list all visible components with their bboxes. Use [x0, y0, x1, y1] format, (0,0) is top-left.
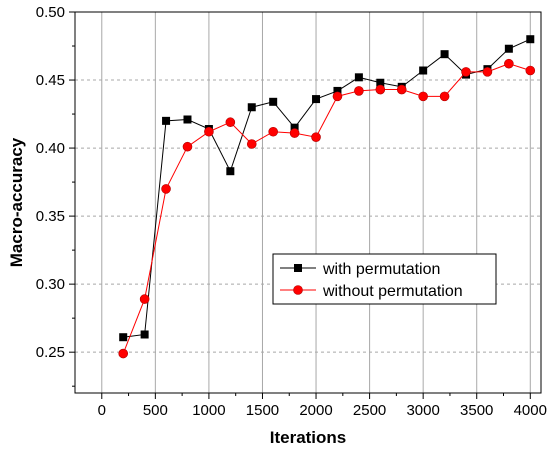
legend-entry: with permutation	[280, 261, 440, 278]
y-tick-label: 0.25	[36, 344, 65, 361]
x-axis-label: Iterations	[270, 428, 347, 447]
data-point	[504, 44, 513, 53]
data-point	[504, 58, 514, 69]
data-point	[247, 103, 256, 112]
data-point	[376, 78, 385, 87]
x-tick-label: 3000	[406, 402, 439, 419]
data-point	[182, 141, 193, 152]
data-point	[332, 91, 343, 102]
data-point	[204, 126, 214, 137]
data-point	[461, 67, 471, 77]
y-tick-label: 0.35	[36, 208, 65, 225]
x-tick-label: 3500	[460, 402, 493, 419]
ticks: 0 500 1000 1500 2000 2500 3000 3500 4000 0.25 0.30…	[36, 4, 547, 419]
data-point	[396, 84, 407, 95]
data-point	[525, 65, 536, 76]
x-tick-label: 500	[143, 402, 168, 419]
y-axis-label: Macro-accuracy	[7, 137, 26, 267]
data-point	[311, 132, 321, 142]
plot-frame	[74, 11, 542, 394]
legend-marker	[293, 285, 303, 295]
x-tick-label: 2500	[353, 402, 386, 419]
data-point	[140, 330, 149, 339]
y-tick-label: 0.45	[36, 72, 65, 89]
data-point	[354, 86, 364, 96]
data-point	[419, 66, 428, 75]
data-point	[246, 139, 257, 149]
data-point	[290, 123, 299, 132]
data-point	[119, 333, 128, 342]
data-point	[418, 91, 428, 102]
data-point	[482, 67, 493, 77]
legend: with permutation without permutation	[272, 253, 497, 305]
data-point	[118, 348, 129, 359]
data-point	[162, 116, 171, 125]
data-point	[439, 91, 450, 102]
data-point	[161, 184, 171, 194]
x-tick-label: 1500	[246, 402, 279, 419]
legend-box	[272, 253, 497, 305]
x-tick-label: 4000	[514, 402, 547, 419]
data-point	[183, 115, 192, 124]
series-layer	[118, 35, 536, 359]
data-point	[269, 97, 278, 106]
data-point	[139, 294, 150, 304]
data-point	[526, 35, 535, 44]
data-point	[440, 50, 449, 59]
legend-marker	[294, 264, 302, 272]
x-tick-label: 2000	[299, 402, 332, 419]
x-tick-label: 1000	[192, 402, 225, 419]
series-without-permutation	[118, 58, 536, 359]
legend-label: with permutation	[322, 261, 440, 278]
data-point	[268, 126, 278, 137]
data-point	[312, 95, 321, 104]
y-tick-label: 0.30	[36, 276, 65, 293]
data-point	[375, 84, 386, 95]
data-point	[226, 167, 235, 176]
data-point	[333, 86, 342, 95]
y-tick-label: 0.50	[36, 4, 65, 21]
legend-label: without permutation	[322, 283, 463, 300]
x-tick-label: 0	[98, 402, 106, 419]
legend-entry: without permutation	[280, 283, 463, 300]
y-tick-label: 0.40	[36, 140, 65, 157]
data-point	[225, 117, 236, 128]
data-point	[289, 128, 300, 138]
data-point	[354, 73, 363, 82]
grid	[75, 11, 541, 393]
